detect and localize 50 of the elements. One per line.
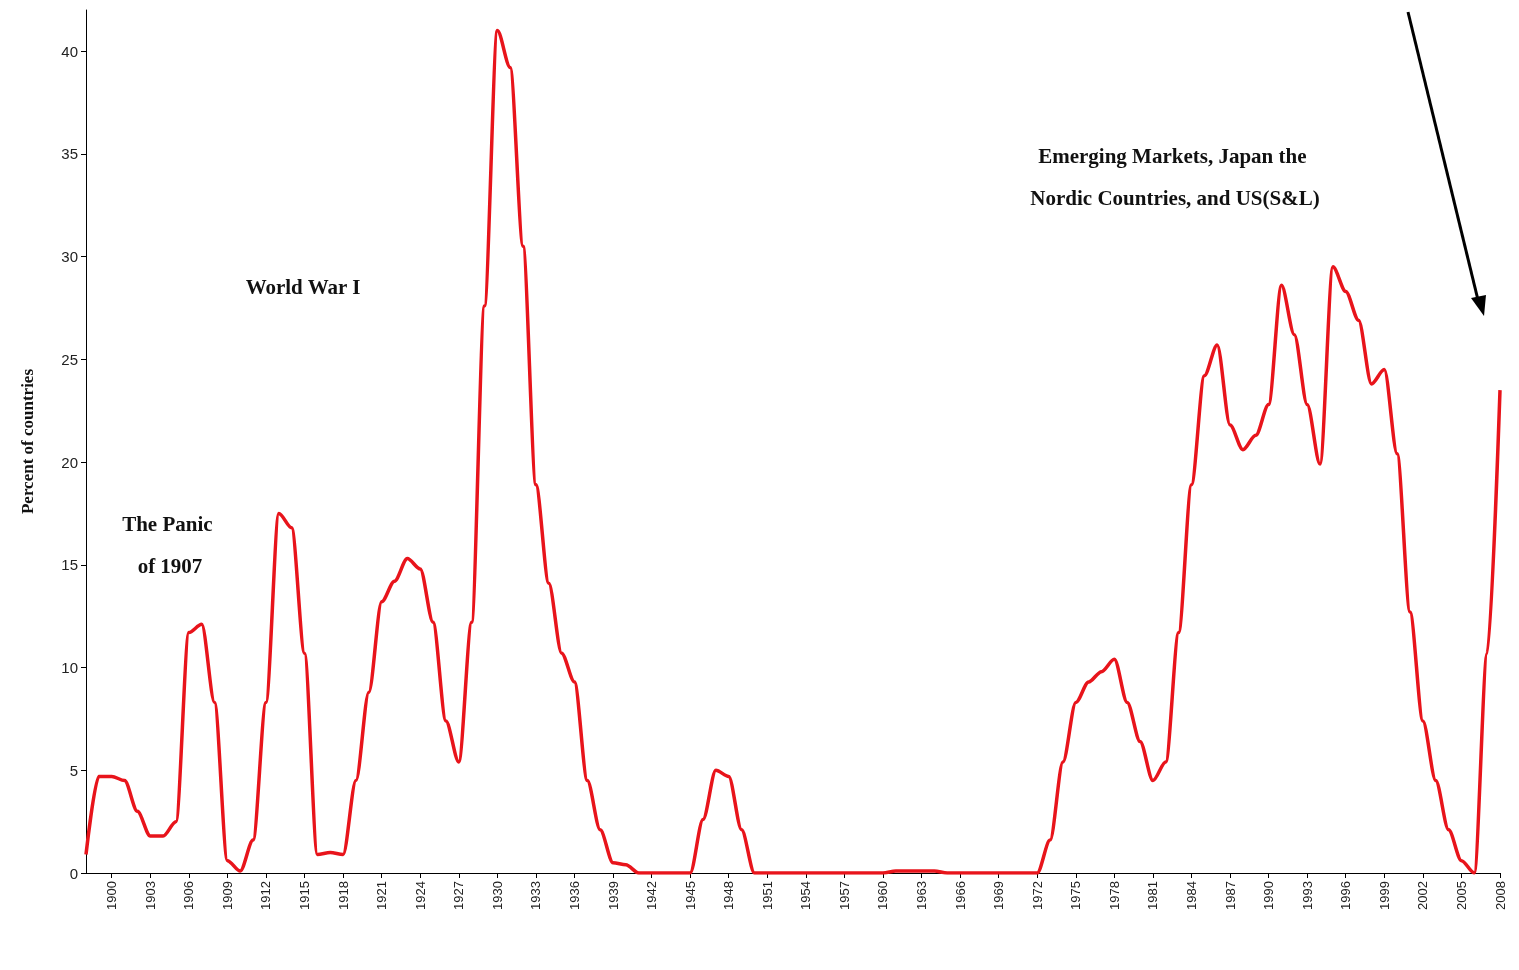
x-tick-label: 1942: [644, 881, 660, 910]
x-tick-label: 1954: [798, 881, 814, 910]
y-tick-label: 35: [61, 145, 78, 163]
y-tick-label: 0: [69, 864, 78, 882]
y-tick-label: 10: [61, 659, 78, 677]
x-tick-label: 1990: [1261, 881, 1277, 910]
x-tick-label: 1978: [1106, 881, 1122, 910]
x-tick-label: 2005: [1453, 881, 1469, 910]
x-tick-label: 1984: [1183, 881, 1199, 910]
x-tick-label: 1999: [1376, 881, 1392, 910]
x-tick-label: 1957: [836, 881, 852, 910]
x-tick-label: 1918: [335, 881, 351, 910]
annotation: Emerging Markets, Japan the Nordic Countries, and US(S&L): [1030, 144, 1320, 210]
x-tick-label: 1969: [991, 881, 1007, 910]
x-tick-label: 1912: [258, 881, 274, 910]
x-tick-label: 1906: [181, 881, 197, 910]
annotation: World War I: [245, 275, 361, 299]
x-tick-label: 1936: [566, 881, 582, 910]
y-tick-label: 25: [61, 350, 78, 368]
x-tick-label: 1900: [104, 881, 120, 910]
y-tick-label: 5: [69, 761, 78, 779]
x-tick-label: 1996: [1338, 881, 1354, 910]
x-tick-label: 1945: [682, 881, 698, 910]
x-tick-label: 1972: [1029, 881, 1045, 910]
x-tick-label: 1921: [374, 881, 390, 910]
x-tick-label: 1960: [875, 881, 891, 910]
x-tick-label: 1966: [952, 881, 968, 910]
x-tick-label: 1924: [412, 881, 428, 910]
x-tick-label: 1903: [142, 881, 158, 910]
x-tick-label: 1981: [1145, 881, 1161, 910]
x-tick-label: 1939: [605, 881, 621, 910]
x-tick-label: 2008: [1492, 881, 1508, 910]
y-tick-label: 40: [61, 42, 78, 60]
x-tick-label: 1948: [721, 881, 737, 910]
x-tick-label: 1951: [759, 881, 775, 910]
x-tick-label: 1930: [489, 881, 505, 910]
x-tick-label: 1927: [451, 881, 467, 910]
y-tick-label: 30: [61, 248, 78, 266]
x-tick-label: 1975: [1068, 881, 1084, 910]
y-tick-label: 20: [61, 453, 78, 471]
x-tick-label: 1963: [914, 881, 930, 910]
x-tick-label: 1909: [219, 881, 235, 910]
y-tick-label: 15: [61, 556, 78, 574]
x-tick-label: 2002: [1415, 881, 1431, 910]
x-tick-label: 1915: [297, 881, 313, 910]
x-tick-label: 1993: [1299, 881, 1315, 910]
x-tick-label: 1933: [528, 881, 544, 910]
x-tick-label: 1987: [1222, 881, 1238, 910]
annotation: The Panic of 1907: [122, 512, 218, 578]
y-axis-title: Percent of countries: [18, 368, 37, 515]
